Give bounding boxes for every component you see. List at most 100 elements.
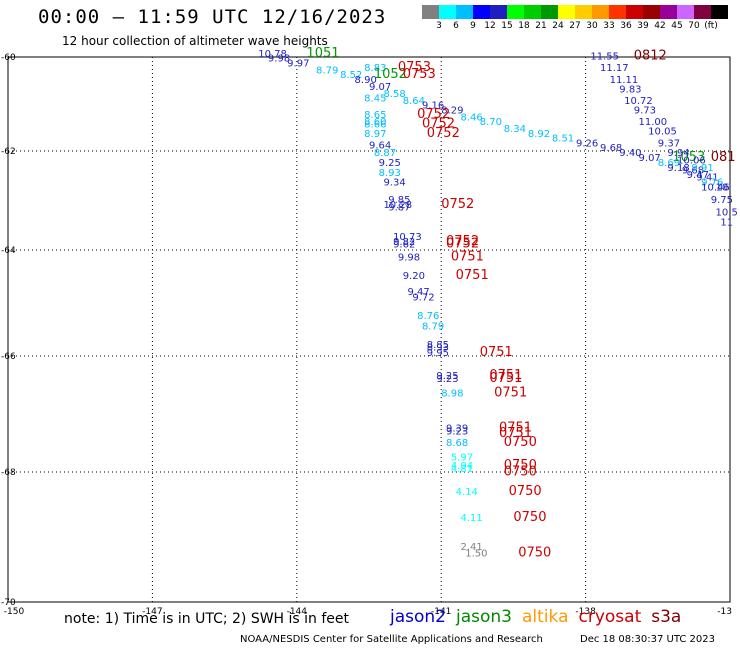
wave-height-value: 8.29 (441, 105, 463, 116)
color-swatch (422, 5, 439, 19)
wave-height-value: 8.79 (316, 65, 338, 76)
wave-height-value: 9.85 (388, 195, 410, 206)
color-swatch (592, 5, 609, 19)
time-label: 0752 (441, 197, 474, 212)
wave-height-value: 9.72 (412, 292, 434, 303)
wave-height-value: 8.93 (379, 168, 401, 179)
wave-height-value: 8.83 (364, 63, 386, 74)
wave-height-value: 9.18 (667, 163, 689, 174)
color-scale-label: 12 (484, 21, 496, 31)
color-scale-label: 6 (453, 21, 459, 31)
time-label: 0750 (504, 458, 537, 473)
wave-height-value: 11.00 (639, 117, 668, 128)
color-scale-label: 9 (470, 21, 476, 31)
wave-height-value: 8.52 (340, 70, 362, 81)
x-tick-label: -150 (4, 607, 25, 617)
footer-note: note: 1) Time is in UTC; 2) SWH is in fe… (64, 611, 350, 627)
time-label: 0751 (456, 268, 489, 283)
wave-height-value: 8.60 (364, 117, 386, 128)
y-tick-label: -62 (1, 147, 16, 157)
time-label: 0751 (489, 368, 522, 383)
time-label: 0750 (513, 510, 546, 525)
color-scale-label: 36 (620, 21, 632, 31)
wave-height-value: 8.65 (364, 110, 386, 121)
time-label: 0752 (446, 234, 479, 249)
wave-height-value: 8.69 (658, 158, 680, 169)
time-label: 081 (711, 150, 736, 165)
wave-height-value: 8.85 (427, 340, 449, 351)
x-tick-label: -141 (431, 607, 451, 617)
color-swatch (507, 5, 524, 19)
color-swatch (439, 5, 456, 19)
time-label: 0751 (489, 371, 522, 386)
wave-height-value: 9.97 (287, 58, 309, 69)
wave-height-value: 10.05 (648, 127, 677, 138)
wave-height-value: 9.26 (576, 138, 598, 149)
time-label: 1051 (306, 46, 339, 61)
color-swatch (660, 5, 677, 19)
x-tick-label: -13 (717, 607, 732, 617)
wave-height-value: 8.97 (364, 129, 386, 140)
wave-height-value: 9.25 (379, 158, 401, 169)
wave-height-value: 8.87 (374, 148, 396, 159)
wave-height-value: 8.45 (364, 94, 386, 105)
color-swatch (626, 5, 643, 19)
map-grid (8, 57, 730, 602)
wave-height-value: 8.34 (504, 124, 526, 135)
wave-height-value: 8.76 (417, 311, 439, 322)
wave-height-value: 9.68 (682, 165, 704, 176)
x-tick-label: -147 (142, 607, 162, 617)
axis-tick-labels: -150 -147 -144 -141 -138 -13 -60 -62 -64 -66 -68 -7… (1, 53, 732, 617)
x-tick-label: -144 (287, 607, 308, 617)
y-tick-label: -70 (1, 598, 16, 608)
wave-height-value: 8.58 (383, 89, 405, 100)
wave-height-value: 8.90 (355, 75, 377, 86)
footer-timestamp: Dec 18 08:30:37 UTC 2023 (580, 634, 715, 645)
color-scale-label: 3 (436, 21, 442, 31)
color-swatch (575, 5, 592, 19)
color-scale-label: 18 (518, 21, 530, 31)
wave-height-value: 9.68 (600, 143, 622, 154)
wave-height-value: 9.39 (446, 423, 468, 434)
time-label: 0751 (499, 426, 532, 441)
time-label: 0752 (422, 117, 455, 132)
legend-cryosat: cryosat (578, 607, 642, 627)
page-subtitle: 12 hour collection of altimeter wave hei… (62, 34, 328, 48)
time-label: 0752 (427, 126, 460, 141)
time-label: 0750 (509, 484, 542, 499)
wave-height-value: 9.62 (393, 240, 415, 251)
wave-height-value: 1.50 (465, 549, 487, 560)
time-label: 1053 (672, 150, 705, 165)
color-scale-label: 27 (569, 21, 581, 31)
wave-height-value: 9.16 (422, 101, 444, 112)
wave-height-value: 11.55 (590, 51, 619, 62)
wave-height-value: 9.41 (696, 173, 718, 184)
wave-height-value: 4.14 (456, 487, 478, 498)
wave-height-value: 8.79 (422, 322, 444, 333)
wave-height-value: 10.78 (258, 49, 287, 60)
color-scale-label: 15 (501, 21, 513, 31)
page-title: 00:00 – 11:59 UTC 12/16/2023 (38, 6, 387, 28)
wave-height-value: 11.11 (610, 75, 639, 86)
wave-height-value: 8.92 (528, 129, 550, 140)
x-tick-label: -138 (575, 607, 596, 617)
wave-height-value: 8.51 (552, 134, 574, 145)
footer-credit: NOAA/NESDIS Center for Satellite Applica… (240, 634, 543, 645)
color-scale-label: 42 (654, 21, 666, 31)
legend-jason2: jason2 (390, 607, 446, 627)
wave-height-value: 8.66 (364, 120, 386, 131)
wave-height-value: 10. (716, 183, 732, 194)
time-label: 0750 (504, 464, 537, 479)
time-label: 0750 (518, 546, 551, 561)
legend-s3a: s3a (651, 607, 682, 627)
time-label: 0753 (403, 67, 436, 82)
time-label: 0751 (451, 250, 484, 265)
color-scale-label: 45 (671, 21, 683, 31)
wave-height-value: 9.23 (446, 426, 468, 437)
color-swatch (456, 5, 473, 19)
wave-height-value: 9.91 (691, 163, 713, 174)
y-tick-label: -68 (1, 468, 16, 478)
wave-height-value: 8.93 (427, 343, 449, 354)
wave-height-value: 10.06 (677, 155, 706, 166)
wave-height-value: 8.64 (403, 96, 425, 107)
